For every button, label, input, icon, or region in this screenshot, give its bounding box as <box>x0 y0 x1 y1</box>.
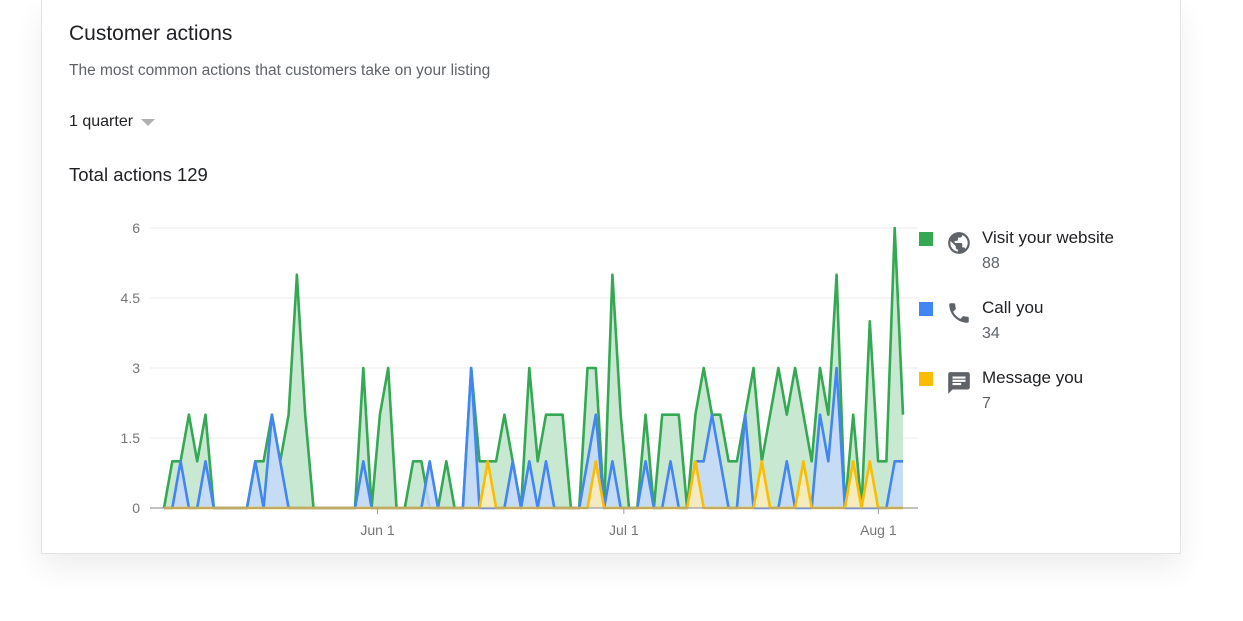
legend-label-visit-website: Visit your website <box>982 228 1114 247</box>
legend-swatch-visit-website <box>919 232 933 246</box>
card-title: Customer actions <box>69 22 233 45</box>
phone-icon <box>949 303 969 323</box>
x-tick-label: Jun 1 <box>360 522 394 538</box>
series-area-0 <box>164 228 903 508</box>
legend-swatch-call-you <box>919 302 933 316</box>
series-area-1 <box>164 368 903 508</box>
legend-item-visit-website[interactable]: Visit your website 88 <box>917 226 1137 286</box>
y-tick-label: 1.5 <box>121 430 141 446</box>
period-dropdown[interactable]: 1 quarter <box>69 113 156 131</box>
globe-icon <box>948 232 970 254</box>
legend-item-call-you[interactable]: Call you 34 <box>917 296 1137 356</box>
message-icon <box>948 372 970 394</box>
card-subtitle: The most common actions that customers t… <box>69 62 491 79</box>
y-tick-label: 4.5 <box>121 290 141 306</box>
total-actions: Total actions 129 <box>69 164 208 185</box>
y-tick-label: 6 <box>132 220 140 236</box>
series-line-1 <box>164 366 903 510</box>
legend-label-message-you: Message you <box>982 368 1084 387</box>
x-tick-label: Aug 1 <box>860 522 897 538</box>
legend-label-call-you: Call you <box>982 298 1044 317</box>
y-tick-label: 0 <box>132 500 140 516</box>
legend-swatch-message-you <box>919 372 933 386</box>
period-dropdown-value: 1 quarter <box>69 113 134 130</box>
legend-count-call-you: 34 <box>982 325 1000 342</box>
caret-down-icon <box>141 119 156 126</box>
legend-item-message-you[interactable]: Message you 7 <box>917 366 1137 426</box>
y-tick-label: 3 <box>132 360 140 376</box>
x-tick-label: Jul 1 <box>609 522 639 538</box>
series-line-0 <box>162 226 905 510</box>
legend-count-message-you: 7 <box>982 395 991 412</box>
legend-count-visit-website: 88 <box>982 255 1000 272</box>
